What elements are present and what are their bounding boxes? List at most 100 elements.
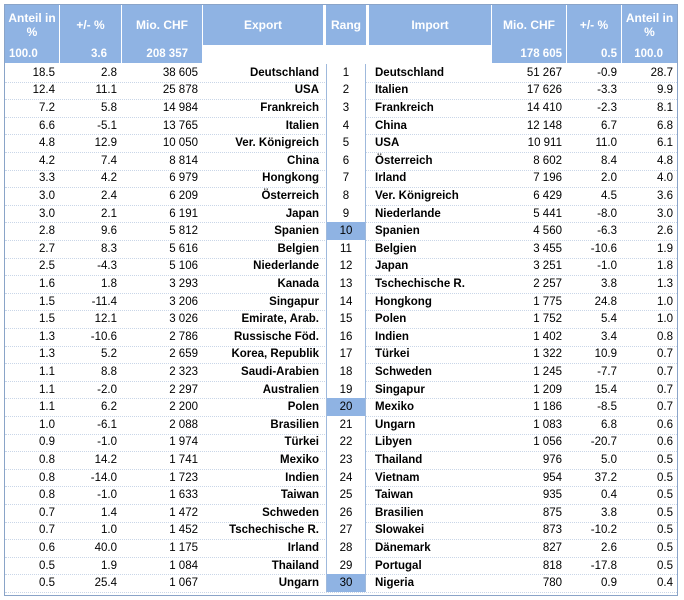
total-import-share: 100.0 — [622, 45, 677, 63]
export-change-cell: 6.2 — [101, 401, 117, 414]
export-share-cell: 3.3 — [39, 172, 55, 185]
table-row: 0.9 -1.0 1 974 Türkei 22 Libyen 1 056 -20.7 0.6 — [5, 433, 677, 452]
table-row: 1.0 -6.1 2 088 Brasilien 21 Ungarn 1 083 6.8 0.6 — [5, 416, 677, 434]
table-row: 1.3 -10.6 2 786 Russische Föd. 16 Indien 1 402… — [5, 328, 677, 346]
import-mio-cell: 5 441 — [533, 207, 562, 220]
import-mio-cell: 10 911 — [527, 137, 562, 150]
export-change-cell: 12.1 — [94, 313, 117, 326]
export-change-cell: 2.4 — [101, 189, 117, 202]
export-mio-cell: 6 209 — [169, 189, 198, 202]
export-country-cell: Ver. Königreich — [235, 137, 319, 150]
table-row: 2.8 9.6 5 812 Spanien 10 Spanien 4 560 -6.3 2.6 — [5, 222, 677, 240]
import-share-cell: 4.8 — [657, 154, 673, 167]
table-row: 4.8 12.9 10 050 Ver. Königreich 5 USA 10 911 11… — [5, 134, 677, 152]
rank-cell: 25 — [326, 486, 366, 504]
import-mio-cell: 954 — [542, 471, 562, 484]
header-export: Export — [203, 5, 323, 45]
header-import: Import — [369, 5, 491, 45]
export-change-cell: -1.0 — [97, 436, 117, 449]
rank-cell: 6 — [326, 152, 366, 170]
import-change-cell: -17.8 — [590, 559, 617, 572]
rank-cell: 3 — [326, 99, 366, 117]
import-share-cell: 1.9 — [657, 242, 673, 255]
rank-cell: 8 — [326, 187, 366, 205]
header-import-change: +/- % — [567, 5, 621, 45]
rank-cell: 14 — [326, 292, 366, 311]
export-share-cell: 1.0 — [39, 418, 55, 431]
rank-cell: 19 — [326, 380, 366, 399]
export-mio-cell: 2 786 — [169, 330, 198, 343]
export-country-cell: Schweden — [262, 506, 319, 519]
table-row: 0.5 1.9 1 084 Thailand 29 Portugal 818 -17.8 0.5 — [5, 556, 677, 575]
export-mio-cell: 5 812 — [169, 225, 198, 238]
import-country-cell: Belgien — [375, 242, 417, 255]
export-change-cell: -11.4 — [91, 295, 117, 308]
import-country-cell: Italien — [375, 84, 409, 97]
import-mio-cell: 875 — [542, 506, 562, 519]
export-country-cell: Irland — [287, 541, 319, 554]
rank-cell: 5 — [326, 134, 366, 152]
export-country-cell: Kanada — [277, 277, 319, 290]
rank-cell: 10 — [326, 222, 366, 240]
export-share-cell: 1.1 — [39, 383, 55, 396]
export-country-cell: Singapur — [269, 295, 319, 308]
import-country-cell: Nigeria — [375, 577, 414, 590]
export-share-cell: 0.5 — [39, 577, 55, 590]
export-share-cell: 2.7 — [39, 242, 55, 255]
total-import-mio: 178 605 — [492, 45, 566, 63]
header-export-change: +/- % — [60, 5, 121, 45]
import-share-cell: 0.4 — [657, 577, 673, 590]
row-divider — [5, 592, 677, 593]
import-share-cell: 0.7 — [657, 383, 673, 396]
import-country-cell: Indien — [375, 330, 409, 343]
export-country-cell: China — [287, 154, 319, 167]
import-country-cell: Irland — [375, 172, 407, 185]
import-mio-cell: 17 626 — [526, 84, 562, 97]
table-row: 18.5 2.8 38 605 Deutschland 1 Deutschland 51 2… — [5, 64, 677, 82]
import-country-cell: Portugal — [375, 559, 422, 572]
export-share-cell: 1.1 — [39, 365, 55, 378]
export-country-cell: Thailand — [271, 559, 319, 572]
import-mio-cell: 1 186 — [533, 401, 562, 414]
rank-cell: 11 — [326, 240, 366, 258]
import-country-cell: Vietnam — [375, 471, 420, 484]
export-change-cell: 4.2 — [101, 172, 117, 185]
export-mio-cell: 5 106 — [169, 260, 198, 273]
import-change-cell: 10.9 — [594, 348, 617, 361]
table-row: 3.0 2.1 6 191 Japan 9 Niederlande 5 441 -8.0 3.0 — [5, 204, 677, 223]
rank-cell: 16 — [326, 328, 366, 346]
export-mio-cell: 2 200 — [169, 401, 198, 414]
import-change-cell: 6.7 — [601, 119, 617, 132]
import-change-cell: 4.5 — [601, 189, 617, 202]
import-mio-cell: 3 251 — [533, 260, 562, 273]
export-change-cell: -2.0 — [97, 383, 117, 396]
import-mio-cell: 1 245 — [533, 365, 562, 378]
table-row: 6.6 -5.1 13 765 Italien 4 China 12 148 6.7 6.8 — [5, 116, 677, 135]
table-row: 0.8 -1.0 1 633 Taiwan 25 Taiwan 935 0.4 0.5 — [5, 486, 677, 504]
export-change-cell: 5.2 — [101, 348, 117, 361]
export-share-cell: 0.8 — [39, 489, 55, 502]
export-mio-cell: 2 088 — [169, 418, 198, 431]
export-share-cell: 0.6 — [39, 541, 55, 554]
export-change-cell: -14.0 — [90, 471, 117, 484]
rank-cell: 12 — [326, 257, 366, 276]
export-mio-cell: 2 297 — [169, 383, 198, 396]
import-change-cell: 8.4 — [601, 154, 617, 167]
export-country-cell: Ungarn — [278, 577, 319, 590]
import-change-cell: -8.0 — [597, 207, 617, 220]
export-share-cell: 1.3 — [39, 330, 55, 343]
export-mio-cell: 10 050 — [162, 137, 198, 150]
rank-cell: 21 — [326, 416, 366, 434]
import-share-cell: 2.6 — [657, 225, 673, 238]
import-mio-cell: 4 560 — [533, 225, 562, 238]
rank-cell: 13 — [326, 275, 366, 293]
import-change-cell: -2.3 — [597, 101, 617, 114]
import-change-cell: 0.9 — [601, 577, 617, 590]
export-country-cell: Brasilien — [270, 418, 319, 431]
import-share-cell: 0.5 — [657, 559, 673, 572]
header-rank: Rang — [326, 5, 366, 45]
export-mio-cell: 3 206 — [169, 295, 198, 308]
import-share-cell: 1.0 — [657, 295, 673, 308]
export-change-cell: 25.4 — [94, 577, 117, 590]
import-country-cell: Ver. Königreich — [375, 189, 459, 202]
